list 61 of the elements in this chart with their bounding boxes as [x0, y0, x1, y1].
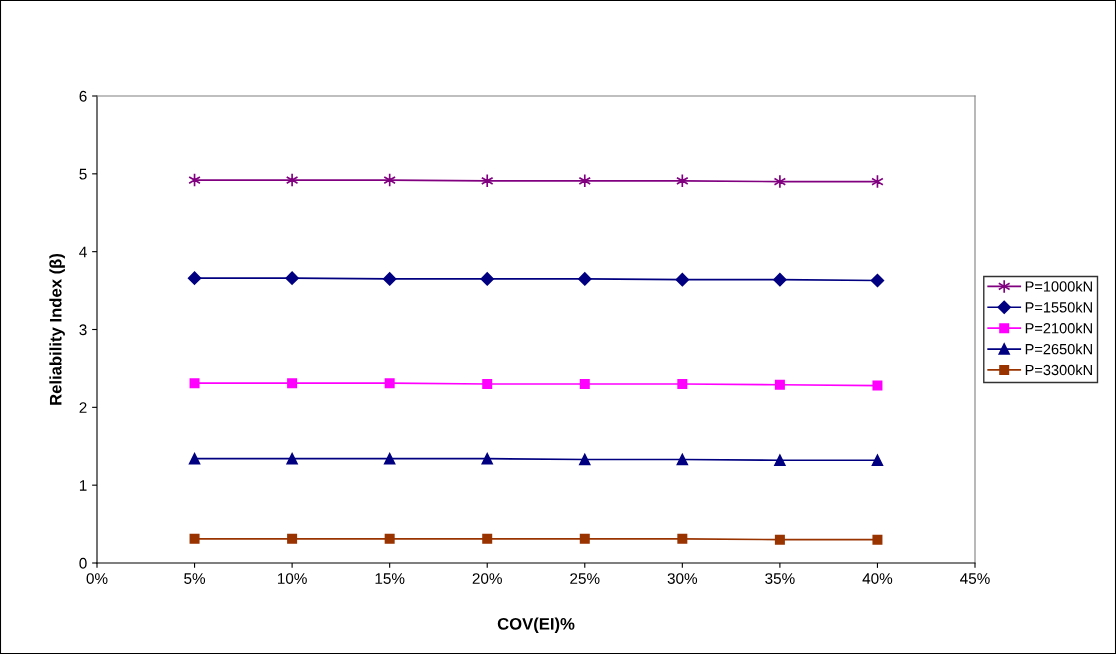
point — [287, 533, 298, 544]
point — [187, 271, 202, 285]
x-tick-label: 0% — [86, 573, 108, 584]
y-tick-label: 2 — [79, 402, 87, 413]
point — [382, 272, 397, 286]
point — [676, 173, 689, 188]
point — [481, 453, 493, 465]
x-tick-label: 5% — [184, 573, 206, 584]
legend-label: P=1000kN — [1025, 280, 1092, 292]
point — [774, 379, 785, 390]
point — [774, 534, 785, 545]
x-tick-label: 30% — [667, 573, 698, 584]
point — [773, 272, 787, 287]
point — [774, 454, 786, 466]
x-tick-label: 25% — [570, 573, 600, 584]
point — [383, 453, 396, 465]
x-tick-label: 40% — [862, 573, 893, 584]
point — [384, 533, 395, 544]
y-tick-label: 6 — [79, 90, 87, 102]
x-tick-label: 20% — [472, 573, 502, 584]
legend-label: P=2100kN — [1025, 322, 1092, 334]
x-tick-label: 45% — [960, 573, 990, 584]
point — [480, 272, 494, 286]
legend-label: P=3300kN — [1025, 364, 1092, 376]
y-tick-label: 1 — [79, 480, 87, 491]
point — [872, 534, 883, 545]
point — [773, 174, 787, 189]
x-tick-label: 15% — [375, 573, 405, 584]
point — [189, 533, 200, 544]
y-tick-label: 3 — [79, 324, 87, 336]
point — [482, 378, 493, 389]
point — [676, 453, 689, 466]
point — [287, 378, 298, 389]
point — [188, 453, 201, 465]
point — [675, 272, 690, 287]
point — [677, 533, 688, 544]
point — [579, 378, 590, 389]
point — [285, 172, 299, 188]
point — [578, 173, 592, 188]
point — [579, 533, 590, 544]
y-axis-title: Reliability Index (β) — [49, 253, 65, 405]
y-tick-label: 4 — [79, 246, 87, 258]
point — [870, 273, 885, 288]
point — [871, 454, 884, 466]
point — [579, 453, 591, 466]
point — [872, 380, 883, 391]
point — [578, 272, 592, 286]
legend-label: P=1550kN — [1025, 301, 1092, 313]
y-tick-label: 5 — [79, 168, 87, 180]
x-tick-label: 10% — [277, 573, 307, 584]
y-tick-label: 0 — [79, 557, 87, 569]
point — [480, 173, 494, 188]
point — [677, 378, 688, 389]
point — [384, 378, 395, 389]
point — [286, 453, 298, 465]
x-tick-label: 35% — [765, 573, 795, 584]
x-axis-title: COV(EI)% — [497, 617, 575, 634]
point — [482, 533, 493, 544]
point — [189, 378, 200, 389]
point — [285, 271, 299, 285]
legend-label: P=2650kN — [1025, 343, 1092, 355]
